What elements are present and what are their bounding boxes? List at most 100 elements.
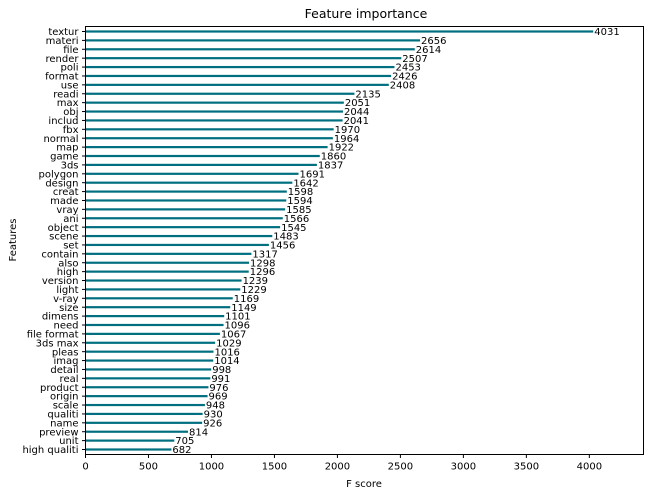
category-label: textur — [48, 27, 79, 38]
category-label: format — [45, 72, 78, 83]
data-label: 682 — [172, 445, 191, 456]
category-label: real — [60, 374, 79, 385]
bar — [85, 279, 242, 282]
bar — [85, 403, 205, 407]
category-label: materi — [46, 36, 79, 47]
bar — [85, 137, 333, 140]
bar — [85, 181, 293, 184]
data-label: 1014 — [214, 356, 239, 367]
bar — [85, 154, 320, 158]
data-label: 926 — [203, 418, 222, 429]
category-label: v-ray — [53, 294, 78, 305]
category-label: game — [50, 152, 78, 163]
x-tick-label: 0 — [82, 462, 88, 473]
category-label: creat — [53, 187, 79, 198]
data-label: 705 — [175, 436, 194, 447]
category-label: poli — [60, 63, 78, 74]
bar — [85, 217, 283, 220]
category-label: dimens — [42, 312, 79, 323]
data-label: 1317 — [252, 249, 277, 260]
category-label: max — [57, 98, 79, 109]
data-label: 814 — [189, 427, 208, 438]
data-label: 2408 — [390, 80, 415, 91]
data-label: 1239 — [243, 276, 268, 287]
bar — [85, 146, 328, 149]
bar — [85, 48, 415, 51]
x-tick-label: 3500 — [514, 462, 539, 473]
data-label: 2044 — [344, 107, 369, 118]
category-label: pleas — [52, 347, 79, 358]
data-label: 2507 — [402, 54, 427, 65]
category-label: scale — [53, 401, 79, 412]
category-label: need — [54, 321, 79, 332]
data-label: 930 — [204, 410, 223, 421]
x-tick-label: 2500 — [388, 462, 413, 473]
x-axis-label: F score — [346, 479, 382, 490]
data-label: 2656 — [421, 36, 446, 47]
data-label: 1298 — [250, 258, 275, 269]
bar — [85, 430, 189, 433]
category-label: light — [56, 285, 78, 296]
bar — [85, 57, 402, 60]
category-label: set — [63, 241, 78, 252]
data-label: 969 — [209, 392, 228, 403]
bar — [85, 119, 343, 122]
bar — [85, 377, 211, 380]
data-label: 1598 — [288, 187, 313, 198]
data-label: 1296 — [250, 267, 275, 278]
data-label: 4031 — [594, 27, 619, 38]
x-axis-ticks: 0 500 1000 1500 2000 2500 3000 3500 4000 — [82, 454, 602, 473]
category-label: size — [59, 303, 78, 314]
category-label: includ — [48, 116, 78, 127]
category-label: version — [42, 276, 79, 287]
category-label: preview — [39, 427, 78, 438]
bar — [85, 359, 214, 362]
bar — [85, 252, 252, 255]
bar — [85, 39, 421, 42]
category-label: product — [40, 383, 79, 394]
x-tick-label: 1500 — [262, 462, 287, 473]
data-label: 1545 — [281, 223, 306, 234]
data-label: 2135 — [355, 89, 380, 100]
category-label: design — [45, 178, 78, 189]
x-tick-label: 1000 — [199, 462, 224, 473]
data-label: 2041 — [344, 116, 369, 127]
data-label: 1456 — [270, 241, 295, 252]
data-label: 1585 — [286, 205, 311, 216]
category-label: readi — [53, 89, 78, 100]
data-label: 976 — [209, 383, 228, 394]
bar — [85, 297, 233, 300]
x-tick-label: 3000 — [451, 462, 476, 473]
category-label: qualiti — [47, 410, 78, 421]
data-label: 1149 — [231, 303, 256, 314]
data-label: 1483 — [273, 232, 298, 243]
bar — [85, 323, 224, 327]
bar — [85, 101, 344, 104]
data-label: 1594 — [287, 196, 312, 207]
data-label: 991 — [211, 374, 230, 385]
category-label: object — [48, 223, 79, 234]
bar — [85, 261, 249, 264]
x-tick-label: 2000 — [325, 462, 350, 473]
plot-frame — [85, 26, 644, 455]
bar — [85, 332, 220, 335]
category-label: file format — [27, 329, 79, 340]
y-axis-label: Features — [8, 219, 19, 262]
bar — [85, 65, 395, 69]
category-label: unit — [59, 436, 78, 447]
bar — [85, 368, 212, 371]
category-label: ani — [63, 214, 78, 225]
category-label: render — [46, 54, 80, 65]
data-label: 1566 — [284, 214, 309, 225]
bar — [85, 172, 299, 175]
category-label: use — [61, 80, 79, 91]
category-label: fbx — [63, 125, 79, 136]
bar — [85, 83, 389, 86]
bar — [85, 243, 269, 247]
category-label: origin — [50, 392, 78, 403]
category-label: imag — [54, 356, 79, 367]
chart-title: Feature importance — [305, 6, 428, 21]
bar — [85, 199, 287, 202]
